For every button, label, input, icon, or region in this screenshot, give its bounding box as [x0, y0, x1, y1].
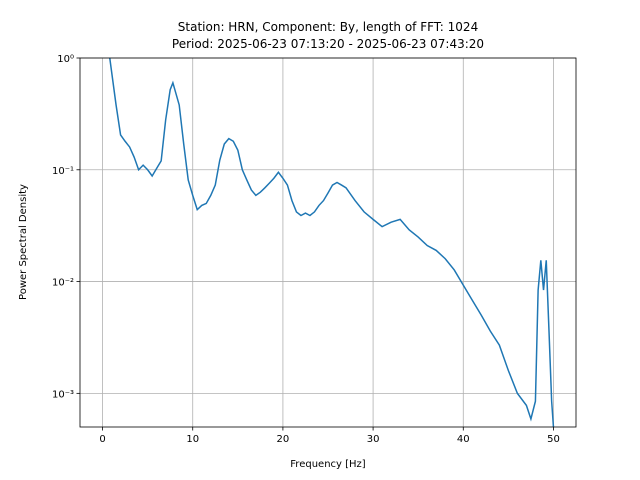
x-axis-label: Frequency [Hz] — [290, 459, 366, 470]
plot-frame — [79, 57, 577, 428]
y-tick-label: 10⁻³ — [52, 389, 74, 400]
chart-subtitle: Period: 2025-06-23 07:13:20 - 2025-06-23… — [172, 37, 484, 51]
y-tick-label: 10⁰ — [57, 54, 74, 65]
x-tick-label: 10 — [186, 434, 199, 445]
series-line — [109, 58, 555, 427]
x-tick-label: 20 — [277, 434, 290, 445]
x-tick-label: 50 — [547, 434, 560, 445]
x-tick-label: 0 — [99, 434, 105, 445]
x-tick-label: 30 — [367, 434, 380, 445]
y-tick-label: 10⁻¹ — [52, 166, 74, 177]
y-axis-label: Power Spectral Density — [18, 184, 29, 300]
y-tick-label: 10⁻² — [52, 278, 74, 289]
chart-title: Station: HRN, Component: By, length of F… — [178, 20, 478, 34]
x-tick-label: 40 — [457, 434, 470, 445]
